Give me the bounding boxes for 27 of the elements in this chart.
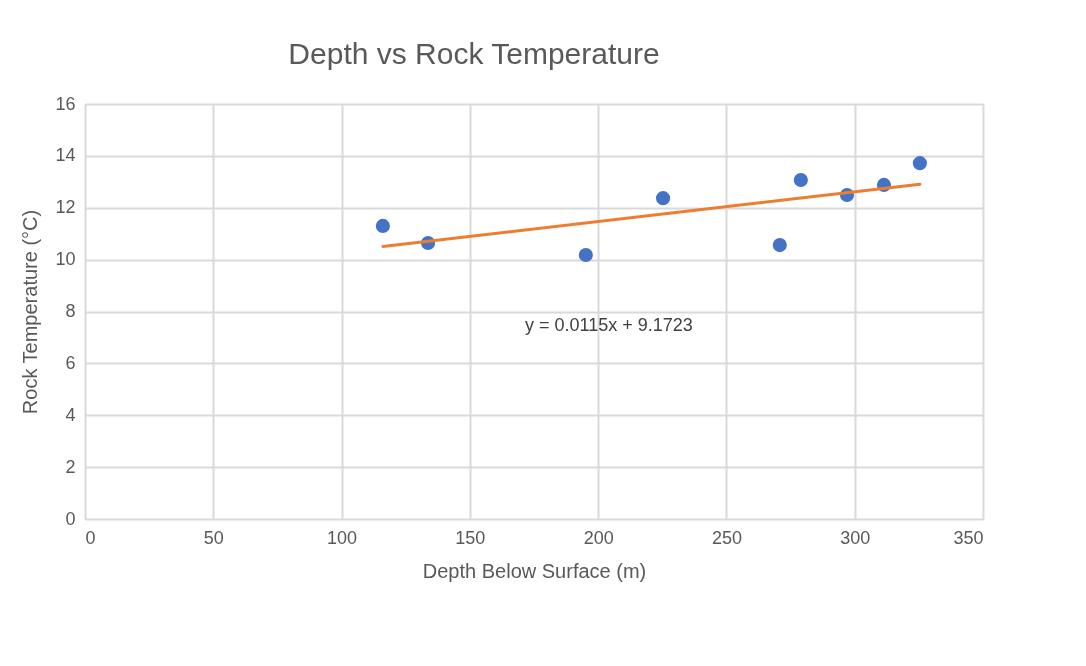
y-tick-label: 10 [55, 249, 76, 270]
x-tick-label: 250 [711, 527, 742, 548]
point [793, 172, 808, 188]
y-tick-label: 0 [65, 508, 76, 529]
y-tick-label: 8 [65, 301, 76, 321]
x-tick-label: 300 [840, 527, 871, 548]
x-tick-label: 50 [203, 527, 224, 548]
x-tick-label: 100 [327, 527, 358, 548]
x-tick-label: 200 [583, 527, 614, 548]
point [772, 238, 787, 253]
annotation: y = 0.0115x + 9.1723 [525, 315, 693, 335]
x-tick-label: 350 [953, 527, 984, 548]
x-tick-label: 0 [85, 527, 96, 548]
y-tick-label: 2 [65, 456, 76, 477]
point [375, 218, 390, 233]
y-axis-title: Rock Temperature (°C) [19, 209, 42, 415]
x-tick-label: 150 [455, 527, 486, 548]
y-tick-label: 6 [65, 352, 76, 373]
x-axis-title: Depth Below Surface (m) [422, 559, 647, 582]
point [655, 191, 671, 206]
y-tick-label: 12 [55, 197, 76, 218]
point [912, 156, 927, 171]
chart-title: Depth vs Rock Temperature [288, 37, 660, 70]
y-tick-label: 16 [55, 93, 76, 114]
point [578, 247, 593, 263]
y-tick-label: 4 [65, 404, 76, 425]
y-tick-label: 14 [55, 145, 76, 166]
